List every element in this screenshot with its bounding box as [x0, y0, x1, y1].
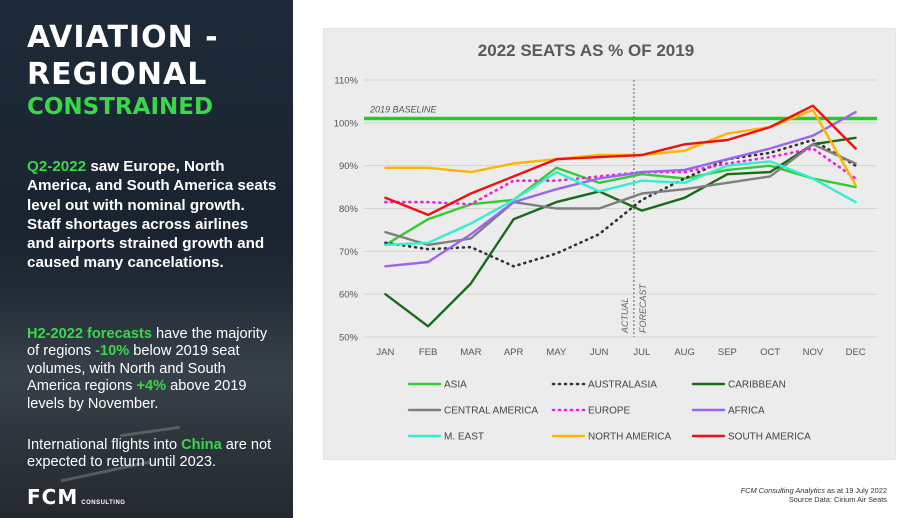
- x-axis: JAN FEB MAR APR MAY JUN JUL AUG SEP OCT NOV DEC: [376, 347, 865, 358]
- title-line-1: AVIATION -: [27, 20, 219, 55]
- forecast-text-3: above 2019 levels by November.: [27, 378, 247, 412]
- y-tick-label: 70%: [339, 247, 359, 258]
- fcm-logo: FCM CONSULTING: [27, 485, 125, 509]
- legend-label: NORTH AMERICA: [588, 432, 671, 443]
- highlight-plus4: +4%: [136, 378, 167, 395]
- y-tick-label: 60%: [339, 290, 359, 301]
- series-lines: [384, 104, 857, 328]
- y-tick-label: 110%: [334, 76, 358, 87]
- highlight-minus10: -10%: [95, 343, 130, 360]
- highlight-q2: Q2-2022: [27, 158, 87, 175]
- divider-right-label: FORECAST: [638, 282, 648, 333]
- y-axis: 50% 60% 70% 80% 90% 100% 110%: [334, 76, 359, 344]
- summary-text: saw Europe, North America, and South Ame…: [27, 158, 277, 272]
- legend-label: EUROPE: [588, 406, 631, 417]
- legend-label: M. EAST: [444, 432, 484, 443]
- footer-source: Source Data: Cirium Air Seats: [788, 495, 887, 504]
- x-tick-label: NOV: [803, 347, 824, 358]
- legend-label: CENTRAL AMERICA: [444, 406, 538, 417]
- x-tick-label: JUL: [633, 347, 650, 358]
- x-tick-label: SEP: [718, 347, 737, 358]
- x-tick-label: MAY: [546, 347, 567, 358]
- chart-panel: 2022 SEATS AS % OF 2019 50% 60% 70% 80% 90% 1…: [323, 28, 896, 460]
- series-line-australasia: [384, 138, 857, 268]
- highlight-china: China: [181, 437, 222, 453]
- x-tick-label: OCT: [760, 347, 780, 358]
- legend-label: AUSTRALASIA: [588, 380, 657, 391]
- legend-label: SOUTH AMERICA: [728, 432, 811, 443]
- y-tick-label: 90%: [339, 161, 359, 172]
- legend-label: ASIA: [444, 380, 467, 391]
- y-tick-label: 50%: [339, 333, 359, 344]
- forecast-text-2: below 2019 seat volumes, with North and …: [27, 343, 240, 395]
- footer-date: as at 19 July 2022: [824, 486, 887, 495]
- y-tick-label: 80%: [339, 204, 359, 215]
- series-line-m-east: [384, 160, 857, 247]
- x-tick-label: JUN: [590, 347, 609, 358]
- china-paragraph: International flights into China are not…: [27, 437, 277, 472]
- divider-group: ACTUAL FORECAST: [620, 80, 648, 337]
- runway-background: [0, 288, 293, 518]
- china-text-1: International flights into: [27, 437, 182, 453]
- chart-title: 2022 SEATS AS % OF 2019: [478, 41, 694, 60]
- series-line-asia: [384, 164, 857, 247]
- highlight-h2-forecasts: H2-2022 forecasts: [27, 326, 152, 342]
- china-text-2: are not expected to return until 2023.: [27, 437, 272, 471]
- title-line-2: REGIONAL: [27, 57, 208, 92]
- legend-label: CARIBBEAN: [728, 380, 786, 391]
- logo-main: FCM: [27, 485, 79, 509]
- x-tick-label: DEC: [846, 347, 866, 358]
- series-line-south-america: [384, 104, 857, 217]
- footer-analytics: FCM Consulting Analytics: [740, 486, 825, 495]
- forecast-text-1: have the majority of regions: [27, 326, 268, 360]
- legend: ASIA AUSTRALASIA CARIBBEAN CENTRAL AMERICA E…: [407, 380, 811, 443]
- title-subtitle: CONSTRAINED: [27, 94, 214, 120]
- footer: FCM Consulting Analytics as at 19 July 2…: [741, 486, 887, 504]
- x-tick-label: AUG: [674, 347, 695, 358]
- line-chart: 2022 SEATS AS % OF 2019 50% 60% 70% 80% 90% 1…: [334, 41, 877, 443]
- x-tick-label: FEB: [419, 347, 437, 358]
- baseline-label: 2019 BASELINE: [369, 105, 438, 115]
- left-panel: AVIATION - REGIONAL CONSTRAINED Q2-2022 …: [0, 0, 293, 518]
- x-tick-label: MAR: [460, 347, 481, 358]
- summary-paragraph: Q2-2022 saw Europe, North America, and S…: [27, 157, 277, 273]
- logo-sub: CONSULTING: [81, 500, 126, 506]
- series-line-africa: [384, 110, 857, 268]
- gridlines: [364, 79, 877, 338]
- x-tick-label: APR: [504, 347, 524, 358]
- y-tick-label: 100%: [334, 118, 359, 129]
- forecast-paragraph: H2-2022 forecasts have the majority of r…: [27, 326, 277, 413]
- x-tick-label: JAN: [376, 347, 394, 358]
- footer-line-1: FCM Consulting Analytics as at 19 July 2…: [741, 486, 887, 495]
- divider-left-label: ACTUAL: [620, 297, 630, 334]
- legend-label: AFRICA: [728, 406, 765, 417]
